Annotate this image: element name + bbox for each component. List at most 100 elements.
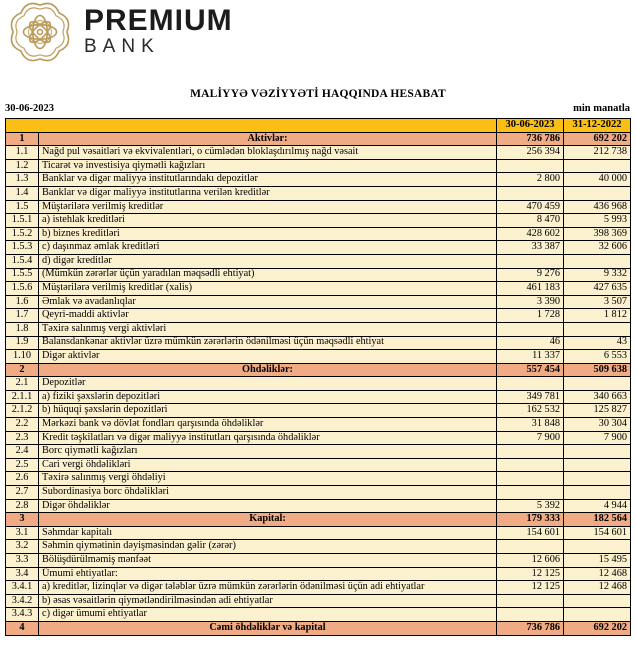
table-row: 1.5.5 (Mümkün zərərlər üçün yaradılan məq… <box>5 267 631 283</box>
table-row: 2.6 Təxirə salınmış vergi öhdəliyi <box>5 471 631 487</box>
unit-label: min manatla <box>573 103 630 114</box>
row-value-current: 2 800 <box>496 172 564 187</box>
row-value-current: 46 <box>496 335 564 351</box>
row-label: Borc qiymətli kağızları <box>38 444 497 459</box>
row-label: Müştərilərə verilmiş kreditlər <box>38 199 497 215</box>
row-label: Aktivlər: <box>38 131 497 147</box>
table-row: 2.8 Digər öhdəliklər 5 392 4 944 <box>5 498 631 514</box>
row-number: 1.6 <box>5 294 39 310</box>
row-label: Öhdəliklər: <box>38 362 497 378</box>
table-row: 1.6 Əmlak və avadanlıqlar 3 390 3 507 <box>5 294 631 310</box>
row-number: 2.2 <box>5 417 39 432</box>
row-value-previous <box>563 485 631 500</box>
row-value-current <box>496 444 564 459</box>
row-number: 2.3 <box>5 430 39 446</box>
row-value-previous: 692 202 <box>563 131 631 147</box>
row-label: Balansdankənar aktivlər üzrə mümkün zərə… <box>38 335 497 351</box>
row-value-current: 8 470 <box>496 213 564 228</box>
row-value-current: 9 276 <box>496 267 564 283</box>
row-number: 1.3 <box>5 172 39 187</box>
row-number: 1.5 <box>5 199 39 215</box>
row-label: Mərkəzi bank və dövlət fondları qarşısın… <box>38 417 497 432</box>
row-number: 1.5.1 <box>5 213 39 228</box>
table-row: 2.1.1 a) fiziki şəxslərin depozitləri 349 … <box>5 389 631 405</box>
table-row: 3.4 Ümumi ehtiyatlar: 12 125 12 468 <box>5 566 631 582</box>
table-row: 3.2 Səhmin qiymətinin dəyişməsindən gəlir… <box>5 539 631 554</box>
row-number: 1 <box>5 131 39 147</box>
row-label: Kredit təşkilatları və digər maliyyə ins… <box>38 430 497 446</box>
row-value-previous <box>563 253 631 269</box>
row-number: 1.5.6 <box>5 281 39 296</box>
row-value-current: 428 602 <box>496 226 564 242</box>
row-label: a) istehlak kreditləri <box>38 213 497 228</box>
row-value-previous <box>563 376 631 391</box>
brand-subtitle: BANK <box>84 36 160 58</box>
row-value-current: 5 392 <box>496 498 564 514</box>
row-value-current: 179 333 <box>496 512 564 527</box>
row-value-previous: 43 <box>563 335 631 351</box>
row-value-previous: 212 738 <box>563 145 631 160</box>
row-number: 1.8 <box>5 321 39 337</box>
row-number: 3.2 <box>5 539 39 554</box>
table-row: 1.9 Balansdankənar aktivlər üzrə mümkün z… <box>5 335 631 351</box>
row-value-previous: 40 000 <box>563 172 631 187</box>
table-row: 3.3 Bölüşdürülməmiş mənfəət 12 606 15 495 <box>5 553 631 568</box>
table-row: 2.7 Subordinasiya borc öhdəlikləri <box>5 485 631 500</box>
row-number: 4 <box>5 620 39 636</box>
table-row: 1.4 Banklar və digər maliyyə institutları… <box>5 185 631 201</box>
row-value-previous: 12 468 <box>563 566 631 582</box>
table-row: 1.8 Təxirə salınmış vergi aktivləri <box>5 321 631 337</box>
row-label: Müştərilərə verilmiş kreditlər (xalis) <box>38 281 497 296</box>
table-row: 3.4.2 b) əsas vəsaitlərin qiymətləndirilm… <box>5 593 631 609</box>
row-label: Əmlak və avadanlıqlar <box>38 294 497 310</box>
row-label: Digər aktivlər <box>38 349 497 364</box>
table-row: 1.5 Müştərilərə verilmiş kreditlər 470 459… <box>5 199 631 215</box>
table-row: 2.1.2 b) hüquqi şəxslərin depozitləri 162 … <box>5 403 631 419</box>
row-value-current: 470 459 <box>496 199 564 215</box>
row-value-current: 461 183 <box>496 281 564 296</box>
row-value-current: 3 390 <box>496 294 564 310</box>
row-value-current: 11 337 <box>496 349 564 364</box>
row-number: 2.4 <box>5 444 39 459</box>
table-row: 2 Öhdəliklər: 557 454 509 638 <box>5 362 631 378</box>
row-value-previous <box>563 158 631 174</box>
table-row: 1.1 Nağd pul vəsaitləri və ekvivalentləri… <box>5 145 631 160</box>
row-label: Banklar və digər maliyyə institutlarında… <box>38 172 497 187</box>
table-row: 2.1 Depozitlər <box>5 376 631 391</box>
table-row: 1.7 Qeyri-maddi aktivlər 1 728 1 812 <box>5 308 631 323</box>
row-value-previous <box>563 607 631 622</box>
row-value-previous <box>563 444 631 459</box>
row-label: Təxirə salınmış vergi aktivləri <box>38 321 497 337</box>
row-label: Qeyri-maddi aktivlər <box>38 308 497 323</box>
col-header-previous: 31-12-2022 <box>563 118 631 133</box>
row-value-current <box>496 321 564 337</box>
bank-logo: PREMIUM BANK <box>8 2 233 62</box>
row-value-previous: 15 495 <box>563 553 631 568</box>
table-row: 3 Kapital: 179 333 182 564 <box>5 512 631 527</box>
table-row: 3.1 Səhmdar kapitalı 154 601 154 601 <box>5 525 631 541</box>
row-value-previous: 7 900 <box>563 430 631 446</box>
row-label: Digər öhdəliklər <box>38 498 497 514</box>
table-row: 4 Cəmi öhdəliklər və kapital 736 786 692 20… <box>5 620 631 636</box>
row-number: 3.4.2 <box>5 593 39 609</box>
row-label: a) kreditlər, lizinqlər və digər tələblə… <box>38 580 497 595</box>
row-number: 2.1.2 <box>5 403 39 419</box>
col-header-current: 30-06-2023 <box>496 118 564 133</box>
row-label: (Mümkün zərərlər üçün yaradılan məqsədli… <box>38 267 497 283</box>
row-value-previous <box>563 457 631 473</box>
row-value-current <box>496 539 564 554</box>
row-label: c) daşınmaz əmlak kreditləri <box>38 240 497 255</box>
row-label: Subordinasiya borc öhdəlikləri <box>38 485 497 500</box>
row-value-previous: 692 202 <box>563 620 631 636</box>
table-row: 1.5.4 d) digər kreditlər <box>5 253 631 269</box>
row-number: 3.4.1 <box>5 580 39 595</box>
row-number: 2.1 <box>5 376 39 391</box>
row-number: 1.5.2 <box>5 226 39 242</box>
brand-text: PREMIUM BANK <box>84 6 233 58</box>
row-value-previous: 3 507 <box>563 294 631 310</box>
row-number: 1.10 <box>5 349 39 364</box>
row-number: 2.8 <box>5 498 39 514</box>
row-label: Kapital: <box>38 512 497 527</box>
row-label: d) digər kreditlər <box>38 253 497 269</box>
